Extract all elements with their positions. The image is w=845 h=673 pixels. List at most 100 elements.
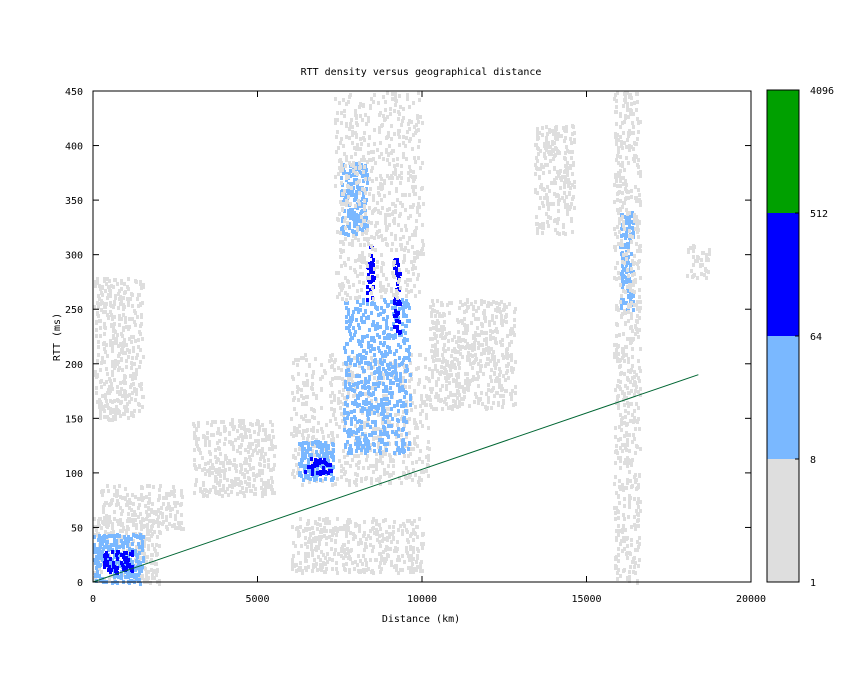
density-cell	[359, 540, 362, 544]
density-cell	[156, 535, 159, 539]
density-cell	[427, 474, 430, 478]
density-cell	[239, 470, 242, 474]
density-cell	[332, 413, 335, 417]
density-cell	[622, 536, 625, 540]
density-cell	[627, 249, 630, 253]
density-cell	[623, 547, 626, 551]
density-cell	[389, 458, 392, 462]
density-cell	[334, 539, 337, 543]
density-cell	[124, 497, 127, 501]
density-cell	[384, 369, 387, 373]
density-cell	[442, 357, 445, 361]
density-cell	[500, 300, 503, 304]
density-cell	[421, 470, 424, 474]
density-cell	[627, 261, 630, 265]
density-cell	[405, 364, 408, 368]
density-cell	[617, 271, 620, 275]
density-cell	[359, 272, 362, 276]
density-cell	[404, 356, 407, 360]
density-cell	[121, 509, 124, 513]
density-cell	[434, 314, 437, 318]
density-cell	[408, 345, 411, 349]
density-cell	[152, 485, 155, 489]
density-cell	[377, 441, 380, 445]
density-cell	[621, 243, 624, 247]
density-cell	[355, 318, 358, 322]
density-cell	[354, 382, 357, 386]
density-cell	[143, 544, 146, 548]
density-cell	[632, 300, 635, 304]
density-cell	[209, 466, 212, 470]
density-cell	[401, 119, 404, 123]
density-cell	[132, 539, 135, 543]
density-cell	[321, 375, 324, 379]
density-cell	[629, 297, 632, 301]
density-cell	[487, 346, 490, 350]
density-cell	[616, 323, 619, 327]
density-cell	[438, 371, 441, 375]
density-cell	[638, 288, 641, 292]
density-cell	[633, 565, 636, 569]
density-cell	[441, 336, 444, 340]
density-cell	[388, 223, 391, 227]
density-cell	[618, 425, 621, 429]
density-cell	[384, 108, 387, 112]
density-cell	[306, 522, 309, 526]
density-cell	[345, 326, 348, 330]
density-cell	[95, 528, 98, 532]
density-cell	[348, 555, 351, 559]
density-cell	[464, 346, 467, 350]
density-cell	[700, 258, 703, 262]
density-cell	[348, 222, 351, 226]
density-cell	[156, 568, 159, 572]
density-cell	[496, 306, 499, 310]
density-cell	[392, 274, 395, 278]
density-cell	[222, 464, 225, 468]
density-cell	[629, 419, 632, 423]
density-cell	[409, 205, 412, 209]
density-cell	[140, 486, 143, 490]
density-cell	[393, 221, 396, 225]
density-cell	[384, 537, 387, 541]
density-cell	[396, 403, 399, 407]
density-cell	[224, 468, 227, 472]
density-cell	[320, 427, 323, 431]
density-cell	[389, 379, 392, 383]
density-cell	[150, 553, 153, 557]
density-cell	[353, 178, 356, 182]
density-cell	[204, 441, 207, 445]
density-cell	[351, 133, 354, 137]
density-cell	[623, 497, 626, 501]
density-cell	[412, 546, 415, 550]
density-cell	[97, 538, 100, 542]
density-cell	[231, 485, 234, 489]
density-cell	[331, 442, 334, 446]
density-cell	[639, 447, 642, 451]
density-cell	[411, 175, 414, 179]
density-cell	[363, 425, 366, 429]
density-cell	[386, 226, 389, 230]
density-cell	[386, 352, 389, 356]
density-cell	[239, 434, 242, 438]
density-cell	[354, 560, 357, 564]
density-cell	[410, 532, 413, 536]
density-cell	[376, 369, 379, 373]
density-cell	[293, 429, 296, 433]
density-cell	[416, 250, 419, 254]
density-cell	[441, 407, 444, 411]
density-cell	[617, 161, 620, 165]
density-cell	[373, 267, 376, 271]
density-cell	[216, 441, 219, 445]
density-cell	[354, 204, 357, 208]
density-cell	[140, 521, 143, 525]
density-cell	[112, 561, 115, 565]
density-cell	[363, 438, 366, 442]
density-cell	[217, 428, 220, 432]
density-cell	[631, 226, 634, 230]
density-cell	[416, 426, 419, 430]
density-cell	[350, 317, 353, 321]
density-cell	[362, 225, 365, 229]
density-cell	[356, 420, 359, 424]
density-cell	[389, 112, 392, 116]
density-cell	[378, 126, 381, 130]
